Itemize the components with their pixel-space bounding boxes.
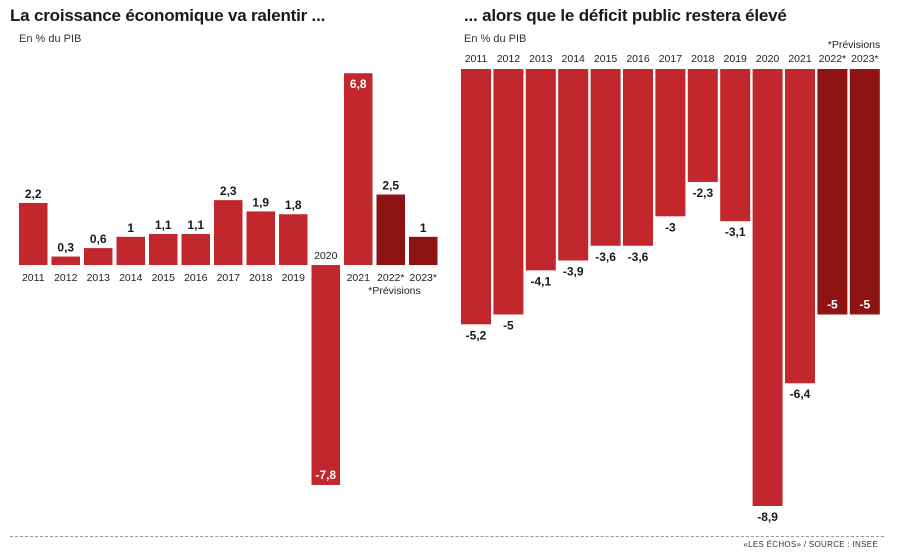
deficit-year-label: 2022* xyxy=(819,53,846,65)
deficit-bar-2013 xyxy=(525,69,556,271)
deficit-year-label: 2018 xyxy=(691,53,715,65)
growth-year-label: 2019 xyxy=(282,272,306,284)
growth-bar-2023 xyxy=(409,236,438,265)
growth-value-label: 1,9 xyxy=(252,195,269,209)
growth-bar-2018 xyxy=(246,211,275,265)
deficit-year-label: 2011 xyxy=(465,53,488,65)
deficit-value-label: -3,1 xyxy=(725,225,746,239)
deficit-bar-2019 xyxy=(720,69,751,222)
growth-forecast-note: *Prévisions xyxy=(368,285,421,297)
growth-bar-2013 xyxy=(84,248,113,265)
deficit-value-label: -5 xyxy=(859,298,870,312)
growth-bar-2022 xyxy=(376,194,405,265)
deficit-year-label: 2019 xyxy=(724,53,748,65)
growth-bar-2017 xyxy=(214,200,243,265)
growth-bar-2012 xyxy=(51,256,80,265)
left-chart-subtitle: En % du PIB xyxy=(19,33,82,45)
deficit-year-label: 2012 xyxy=(497,53,521,65)
deficit-year-label: 2016 xyxy=(626,53,650,65)
deficit-bar-2023 xyxy=(849,69,880,315)
deficit-value-label: -8,9 xyxy=(757,510,778,524)
growth-value-label: 1 xyxy=(420,221,427,235)
growth-year-label: 2012 xyxy=(54,272,78,284)
deficit-forecast-note: *Prévisions xyxy=(828,39,881,51)
deficit-year-label: 2020 xyxy=(756,53,780,65)
growth-value-label: 2,3 xyxy=(220,184,237,198)
deficit-bar-2011 xyxy=(461,69,491,325)
growth-year-label: 2016 xyxy=(184,272,208,284)
deficit-value-label: -2,3 xyxy=(692,186,713,200)
deficit-value-label: -3,6 xyxy=(628,250,649,264)
deficit-year-label: 2013 xyxy=(529,53,553,65)
deficit-value-label: -6,4 xyxy=(790,387,811,401)
growth-year-label: 2015 xyxy=(152,272,176,284)
deficit-year-label: 2023* xyxy=(851,53,878,65)
deficit-value-label: -5,2 xyxy=(466,328,487,342)
growth-bar-2019 xyxy=(279,214,308,265)
deficit-bar-2022 xyxy=(817,69,848,315)
footer-divider xyxy=(10,536,884,537)
growth-value-label: 0,3 xyxy=(57,241,74,255)
growth-year-label: 2013 xyxy=(87,272,111,284)
right-chart-title: ... alors que le déficit public restera … xyxy=(464,6,787,25)
growth-year-label: 2017 xyxy=(217,272,241,284)
deficit-value-label: -3 xyxy=(665,220,676,234)
growth-year-label: 2023* xyxy=(410,272,437,284)
right-chart-subtitle: En % du PIB xyxy=(464,33,527,45)
deficit-bar-2014 xyxy=(558,69,589,261)
growth-year-label: 2018 xyxy=(249,272,273,284)
deficit-year-label: 2015 xyxy=(594,53,618,65)
deficit-value-label: -3,9 xyxy=(563,264,584,278)
growth-bar-2011 xyxy=(19,202,48,265)
growth-bar-2014 xyxy=(116,236,145,265)
growth-value-label: 2,2 xyxy=(25,187,42,201)
source-credit: «LES ÉCHOS» / SOURCE : INSEE xyxy=(743,540,878,549)
deficit-year-label: 2014 xyxy=(562,53,586,65)
growth-value-label: 0,6 xyxy=(90,232,107,246)
growth-value-label: 6,8 xyxy=(350,77,367,91)
deficit-value-label: -4,1 xyxy=(530,274,551,288)
deficit-bar-2015 xyxy=(590,69,621,246)
deficit-year-label: 2017 xyxy=(659,53,683,65)
growth-bar-2021 xyxy=(344,73,373,266)
growth-year-label: 2014 xyxy=(119,272,143,284)
growth-value-label: -7,8 xyxy=(315,468,336,482)
growth-bar-2015 xyxy=(149,233,178,265)
deficit-bar-2020 xyxy=(752,69,783,506)
growth-year-label: 2020 xyxy=(314,250,338,262)
deficit-value-label: -3,6 xyxy=(595,250,616,264)
deficit-bar-2016 xyxy=(623,69,653,246)
deficit-bar-2018 xyxy=(687,69,718,182)
growth-value-label: 2,5 xyxy=(382,179,399,193)
growth-bar-2020 xyxy=(311,265,340,485)
deficit-bar-2021 xyxy=(785,69,815,384)
deficit-year-label: 2021 xyxy=(788,53,812,65)
left-chart-title: La croissance économique va ralentir ... xyxy=(10,6,326,25)
growth-year-label: 2022* xyxy=(377,272,404,284)
growth-year-label: 2011 xyxy=(22,272,45,284)
growth-value-label: 1,8 xyxy=(285,198,302,212)
growth-value-label: 1,1 xyxy=(155,218,172,232)
growth-bar-2016 xyxy=(181,233,210,265)
growth-year-label: 2021 xyxy=(347,272,371,284)
deficit-bar-2017 xyxy=(655,69,686,217)
deficit-value-label: -5 xyxy=(827,298,838,312)
deficit-bar-2012 xyxy=(493,69,524,315)
deficit-value-label: -5 xyxy=(503,319,514,333)
growth-value-label: 1 xyxy=(127,221,134,235)
growth-value-label: 1,1 xyxy=(187,218,204,232)
